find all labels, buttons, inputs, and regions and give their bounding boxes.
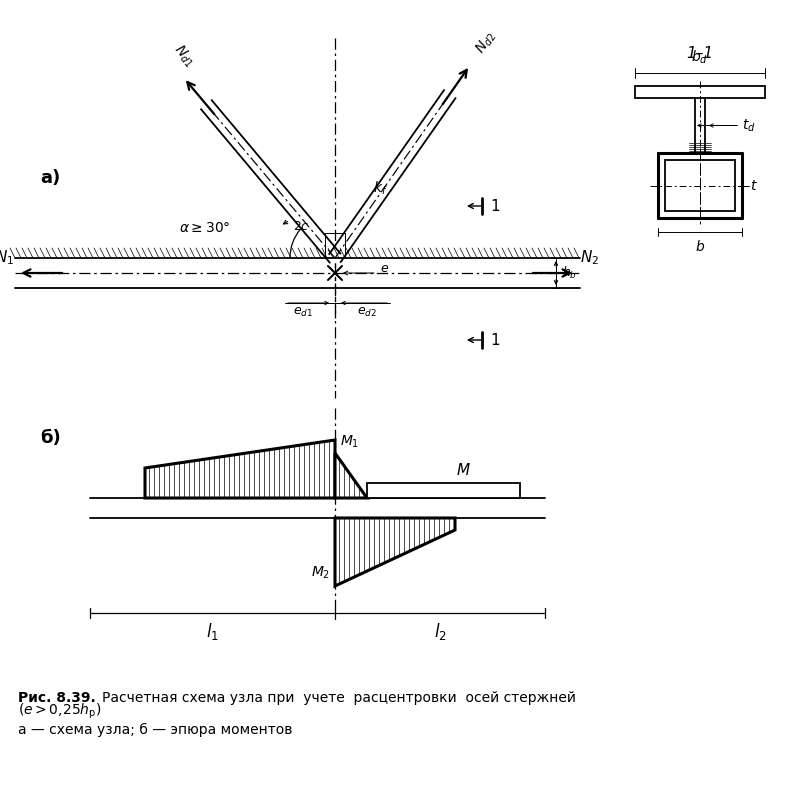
Text: Рис. 8.39.: Рис. 8.39. bbox=[18, 691, 96, 705]
Polygon shape bbox=[145, 440, 335, 498]
Polygon shape bbox=[335, 518, 455, 586]
Text: $l_2$: $l_2$ bbox=[434, 621, 447, 642]
Text: $2c$: $2c$ bbox=[293, 220, 310, 232]
Text: $t_d$: $t_d$ bbox=[742, 117, 756, 134]
Polygon shape bbox=[335, 453, 367, 498]
Text: 1: 1 bbox=[490, 333, 499, 348]
Text: $\alpha \geq 30°$: $\alpha \geq 30°$ bbox=[178, 221, 230, 235]
Text: $h_b$: $h_b$ bbox=[562, 265, 577, 281]
Text: $e_{d2}$: $e_{d2}$ bbox=[357, 306, 377, 319]
Text: $e$: $e$ bbox=[380, 262, 389, 274]
Text: 1–1: 1–1 bbox=[686, 46, 714, 61]
Text: $N_1$: $N_1$ bbox=[0, 248, 14, 267]
Text: а): а) bbox=[40, 169, 60, 187]
Text: $e_{d1}$: $e_{d1}$ bbox=[293, 306, 313, 319]
Text: б): б) bbox=[40, 429, 61, 447]
Text: а — схема узла; б — эпюра моментов: а — схема узла; б — эпюра моментов bbox=[18, 723, 292, 737]
Text: $b$: $b$ bbox=[695, 239, 705, 254]
Text: $M_1$: $M_1$ bbox=[340, 433, 360, 450]
Text: $t$: $t$ bbox=[750, 179, 758, 192]
Text: $l_1$: $l_1$ bbox=[206, 621, 219, 642]
Text: $N_{d2}$: $N_{d2}$ bbox=[473, 28, 499, 58]
Text: $M$: $M$ bbox=[456, 462, 471, 478]
Text: $M_2$: $M_2$ bbox=[311, 564, 330, 581]
Text: $N_2$: $N_2$ bbox=[580, 248, 599, 267]
Text: $k_f$: $k_f$ bbox=[373, 180, 388, 197]
Text: 1: 1 bbox=[490, 199, 499, 214]
Text: $(е>0{,}25h_{\rm р})$: $(е>0{,}25h_{\rm р})$ bbox=[18, 701, 101, 721]
Text: $N_{d1}$: $N_{d1}$ bbox=[169, 42, 197, 71]
Text: Расчетная схема узла при  учете  расцентровки  осей стержней: Расчетная схема узла при учете расцентро… bbox=[102, 691, 576, 705]
Text: $b_d$: $b_d$ bbox=[691, 49, 709, 66]
Polygon shape bbox=[367, 483, 520, 498]
